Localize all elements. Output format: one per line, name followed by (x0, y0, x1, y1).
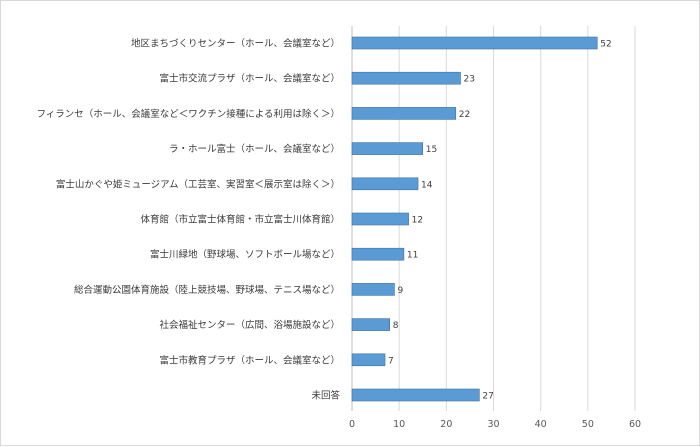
category-label: 地区まちづくりセンター（ホール、会議室など） (131, 38, 340, 50)
bar (351, 212, 409, 226)
data-label: 22 (459, 110, 470, 120)
bar (351, 107, 457, 120)
x-tick-label: 30 (487, 419, 499, 430)
data-label: 27 (482, 392, 493, 402)
x-tick-label: 50 (582, 419, 594, 430)
category-label: 総合運動公園体育施設（陸上競技場、野球場、テニス場など） (74, 284, 340, 296)
data-label: 15 (426, 145, 437, 155)
category-label: 体育館（市立富士体育館・市立富士川体育館） (140, 214, 340, 226)
x-tick-label: 0 (349, 419, 355, 430)
category-label: 富士市交流プラザ（ホール、会議室など） (159, 73, 340, 85)
data-label: 8 (393, 321, 399, 331)
data-label: 52 (600, 40, 611, 50)
data-label: 12 (412, 216, 423, 226)
bar (351, 71, 461, 85)
data-label: 23 (463, 75, 474, 85)
bar (351, 142, 424, 155)
x-tick-label: 20 (440, 419, 452, 430)
category-label: 富士市教育プラザ（ホール、会議室など） (159, 354, 340, 366)
bar (351, 177, 419, 191)
bar (351, 353, 386, 367)
category-label: 未回答 (311, 390, 340, 402)
x-tick-label: 60 (629, 419, 641, 430)
x-tick-label: 40 (535, 419, 547, 430)
bar (351, 247, 405, 261)
bar (351, 283, 395, 296)
data-label: 9 (397, 286, 403, 296)
category-label: 富士山かぐや姫ミュージアム（工芸室、実習室＜展示室は除く＞） (56, 178, 340, 190)
category-label: 社会福祉センター（広間、浴場施設など） (159, 319, 340, 331)
x-tick-label: 10 (393, 419, 405, 430)
category-label: フィランセ（ホール、会議室など＜ワクチン接種による利用は除く＞） (36, 108, 340, 120)
category-label: ラ・ホール富士（ホール、会議室など） (169, 143, 340, 155)
bar (351, 36, 598, 50)
data-label: 7 (388, 356, 394, 366)
data-label: 11 (407, 251, 418, 261)
bar (351, 318, 391, 331)
category-label: 富士川緑地（野球場、ソフトボール場など） (150, 249, 340, 261)
bar (351, 388, 480, 402)
data-label: 14 (421, 180, 433, 190)
